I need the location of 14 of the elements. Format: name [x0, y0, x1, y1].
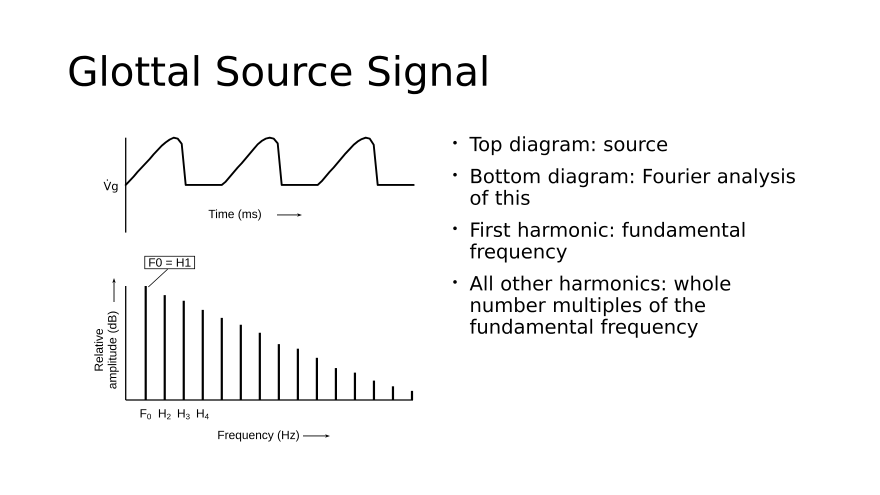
text: Top diagram: source — [469, 136, 668, 156]
x-axis-title: Frequency (Hz) — [218, 430, 299, 442]
text: All other harmonics: whole number multiples of the fundamental frequency — [470, 276, 730, 338]
text: First harmonic: fundamental frequency — [470, 222, 744, 262]
x-axis-title: Time (ms) — [208, 209, 261, 221]
annotation: F0 = H1 — [149, 258, 191, 267]
x-tick-label: H$_{4}$ — [196, 409, 209, 420]
x-tick-label: H$_{2}$ — [158, 409, 171, 420]
x-tick-label: H$_{3}$ — [178, 409, 190, 420]
y-axis-title: Relative amplitude (dB) — [94, 312, 119, 389]
text: Bottom diagram: Fourier analysis of this — [470, 168, 795, 206]
y-axis-title: V̇g — [104, 179, 118, 193]
x-tick-label: F$_{0}$ — [140, 409, 152, 420]
chart-title: Glottal Source Signal — [69, 55, 486, 94]
